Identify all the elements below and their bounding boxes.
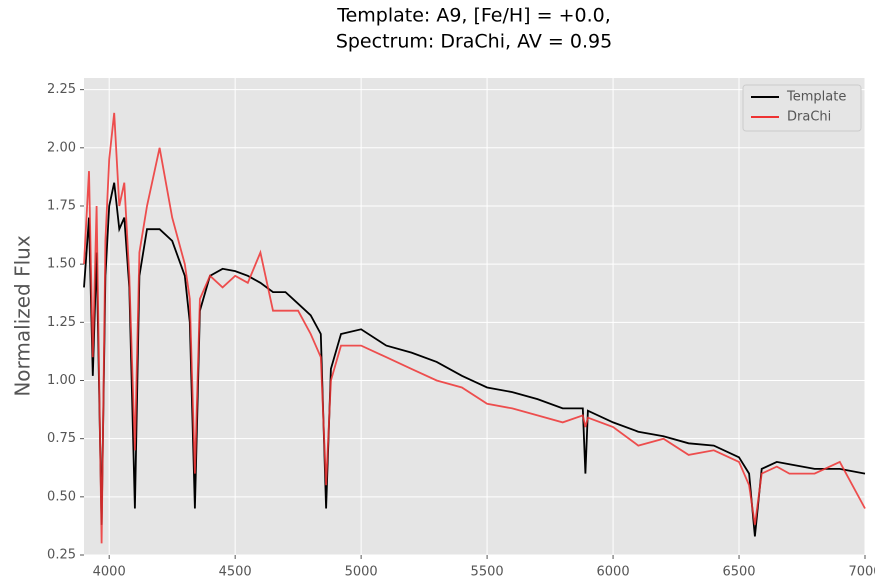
y-tick-label: 0.25	[47, 548, 76, 563]
y-tick-label: 2.00	[47, 140, 76, 155]
x-tick-label: 5000	[345, 565, 378, 576]
legend-label: DraChi	[787, 110, 831, 125]
y-tick-label: 1.00	[47, 373, 76, 388]
x-tick-label: 5500	[471, 565, 504, 576]
y-tick-label: 1.50	[47, 257, 76, 272]
chart-title: Template: A9, [Fe/H] = +0.0,	[336, 5, 611, 27]
legend-label: Template	[786, 90, 846, 105]
y-tick-label: 0.50	[47, 489, 76, 504]
spectrum-line	[83, 182, 866, 537]
x-tick-label: 6500	[722, 565, 755, 576]
x-tick-label: 7000	[848, 565, 875, 576]
y-tick-label: 0.75	[47, 431, 76, 446]
legend: Template DraChi	[742, 84, 862, 132]
plot-area	[84, 78, 865, 555]
x-tick-label: 6000	[597, 565, 630, 576]
y-axis-label: Normalized Flux	[11, 235, 35, 397]
y-tick-label: 1.75	[47, 198, 76, 213]
chart-title: Spectrum: DraChi, AV = 0.95	[336, 31, 612, 53]
x-tick-label: 4000	[93, 565, 126, 576]
y-tick-label: 2.25	[47, 82, 76, 97]
spectrum-line	[83, 112, 866, 544]
y-tick-label: 1.25	[47, 315, 76, 330]
x-tick-label: 4500	[219, 565, 252, 576]
